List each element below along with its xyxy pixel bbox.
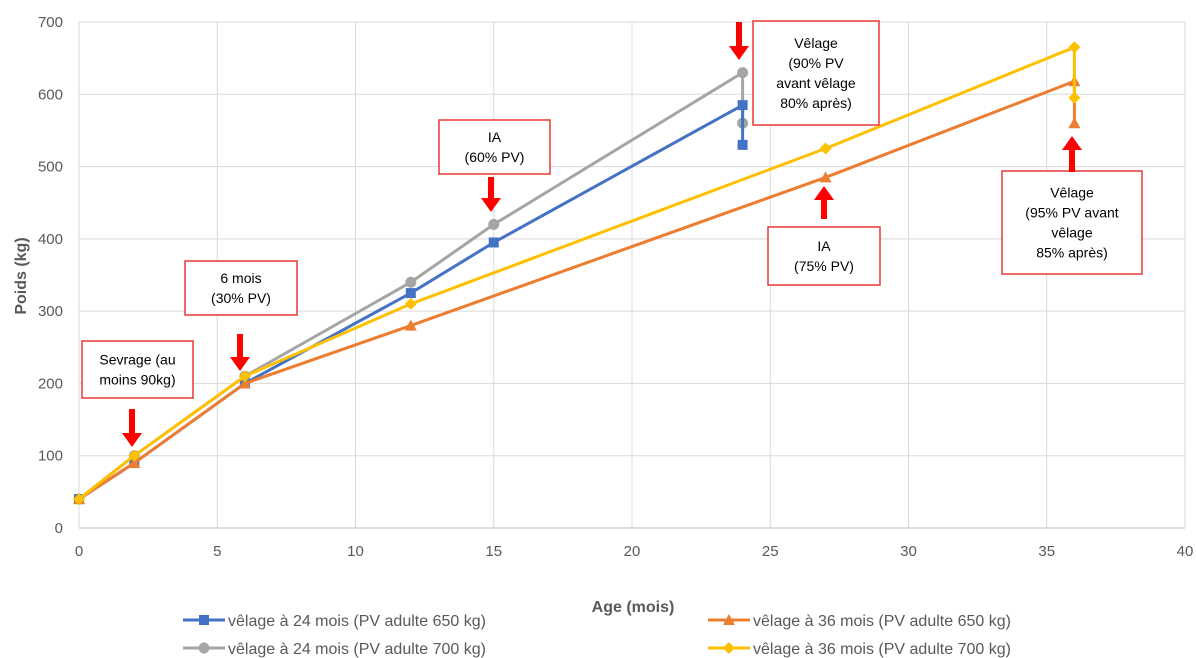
annotation-text: (95% PV avant bbox=[1025, 205, 1118, 221]
x-tick-label: 5 bbox=[213, 543, 221, 560]
data-point bbox=[1068, 91, 1081, 104]
annotation-5: IA (75% PV) bbox=[767, 186, 881, 286]
annotation-1: Sevrage (au moins 90kg) bbox=[81, 340, 194, 447]
legend-label: vêlage à 24 mois (PV adulte 650 kg) bbox=[228, 613, 486, 630]
data-point bbox=[405, 288, 416, 299]
x-tick-label: 10 bbox=[347, 543, 364, 560]
annotation-text: (60% PV) bbox=[465, 149, 525, 165]
data-point bbox=[404, 319, 417, 331]
data-point bbox=[819, 142, 832, 155]
arrow-down-icon bbox=[729, 46, 749, 60]
y-tick-label: 0 bbox=[55, 520, 63, 537]
arrow-shaft bbox=[1069, 150, 1075, 172]
annotation-text: (30% PV) bbox=[211, 290, 271, 306]
y-tick-label: 100 bbox=[38, 448, 63, 465]
annotation-6: Vêlage (95% PV avant vêlage 85% après) bbox=[1001, 136, 1143, 275]
y-tick-label: 300 bbox=[38, 303, 63, 320]
legend-label: vêlage à 36 mois (PV adulte 650 kg) bbox=[753, 613, 1011, 630]
arrow-shaft bbox=[129, 409, 135, 433]
legend-item-3: vêlage à 24 mois (PV adulte 700 kg) bbox=[183, 641, 486, 658]
annotation-text: avant vêlage bbox=[776, 75, 856, 91]
annotation-box bbox=[1001, 170, 1143, 275]
annotation-box bbox=[767, 226, 881, 286]
legend-item-4: vêlage à 36 mois (PV adulte 700 kg) bbox=[708, 641, 1011, 658]
annotation-text: vêlage bbox=[1051, 225, 1092, 241]
data-point bbox=[1068, 41, 1081, 54]
data-point bbox=[128, 449, 141, 462]
arrow-shaft bbox=[736, 22, 742, 46]
annotation-box bbox=[184, 260, 298, 316]
arrow-shaft bbox=[237, 334, 243, 357]
data-point bbox=[737, 100, 748, 111]
annotation-text: (75% PV) bbox=[794, 258, 854, 274]
annotation-text: moins 90kg) bbox=[99, 372, 175, 388]
annotation-text: Vêlage bbox=[1050, 185, 1094, 201]
x-tick-label: 25 bbox=[762, 543, 779, 560]
series-4 bbox=[73, 41, 1081, 506]
x-tick-label: 30 bbox=[900, 543, 917, 560]
annotation-text: 80% après) bbox=[780, 95, 852, 111]
y-axis-ticks: 0 100 200 300 400 500 600 700 bbox=[38, 14, 63, 537]
y-tick-label: 200 bbox=[38, 375, 63, 392]
data-point bbox=[488, 237, 499, 248]
annotation-text: (90% PV bbox=[788, 55, 844, 71]
arrow-down-icon bbox=[481, 198, 501, 212]
annotation-3: IA (60% PV) bbox=[438, 119, 551, 212]
legend-marker bbox=[723, 642, 735, 654]
arrow-down-icon bbox=[230, 357, 250, 371]
y-axis-title: Poids (kg) bbox=[13, 237, 30, 314]
annotation-box bbox=[81, 340, 194, 399]
arrow-down-icon bbox=[122, 433, 142, 447]
y-tick-label: 500 bbox=[38, 159, 63, 176]
data-point bbox=[238, 370, 251, 383]
annotation-text: 6 mois bbox=[220, 270, 261, 286]
legend-item-1: vêlage à 24 mois (PV adulte 650 kg) bbox=[183, 613, 486, 630]
series-3 bbox=[73, 67, 749, 505]
legend-marker bbox=[723, 614, 735, 625]
arrow-shaft bbox=[488, 177, 494, 198]
legend-marker bbox=[199, 615, 209, 625]
y-tick-label: 400 bbox=[38, 231, 63, 248]
data-point bbox=[238, 377, 251, 389]
annotation-2: 6 mois (30% PV) bbox=[184, 260, 298, 371]
arrow-up-icon bbox=[814, 186, 834, 200]
series-layer bbox=[73, 41, 1081, 506]
data-point bbox=[128, 456, 141, 468]
y-tick-label: 600 bbox=[38, 86, 63, 103]
x-tick-label: 15 bbox=[485, 543, 502, 560]
annotation-box bbox=[438, 119, 551, 175]
data-point bbox=[737, 139, 748, 150]
x-axis-ticks: 0 5 10 15 20 25 30 35 40 bbox=[75, 543, 1194, 560]
annotation-text: Sevrage (au bbox=[99, 352, 175, 368]
legend-label: vêlage à 24 mois (PV adulte 700 kg) bbox=[228, 641, 486, 658]
data-point bbox=[737, 67, 749, 79]
annotation-4: Vêlage (90% PV avant vêlage 80% après) bbox=[729, 20, 880, 126]
data-point bbox=[488, 218, 500, 230]
y-tick-label: 700 bbox=[38, 14, 63, 31]
legend-label: vêlage à 36 mois (PV adulte 700 kg) bbox=[753, 641, 1011, 658]
x-tick-label: 40 bbox=[1177, 543, 1194, 560]
annotation-box bbox=[752, 20, 880, 126]
x-axis-title: Age (mois) bbox=[592, 599, 675, 616]
legend: vêlage à 24 mois (PV adulte 650 kg) vêlag… bbox=[183, 613, 1011, 658]
data-point bbox=[819, 171, 832, 183]
data-point bbox=[1068, 117, 1081, 129]
annotation-text: IA bbox=[817, 238, 831, 254]
data-point bbox=[404, 297, 417, 310]
arrow-up-icon bbox=[1062, 136, 1082, 150]
annotation-text: 85% après) bbox=[1036, 245, 1108, 261]
data-point bbox=[405, 276, 417, 288]
annotation-text: Vêlage bbox=[794, 35, 838, 51]
data-point bbox=[73, 493, 85, 506]
arrow-shaft bbox=[821, 200, 827, 219]
x-tick-label: 0 bbox=[75, 543, 83, 560]
annotation-text: IA bbox=[488, 129, 502, 145]
legend-item-2: vêlage à 36 mois (PV adulte 650 kg) bbox=[708, 613, 1011, 630]
x-tick-label: 20 bbox=[624, 543, 641, 560]
annotations-layer: Sevrage (au moins 90kg) 6 mois (30% PV) IA (6… bbox=[81, 20, 1143, 447]
legend-marker bbox=[198, 642, 210, 654]
x-tick-label: 35 bbox=[1038, 543, 1055, 560]
